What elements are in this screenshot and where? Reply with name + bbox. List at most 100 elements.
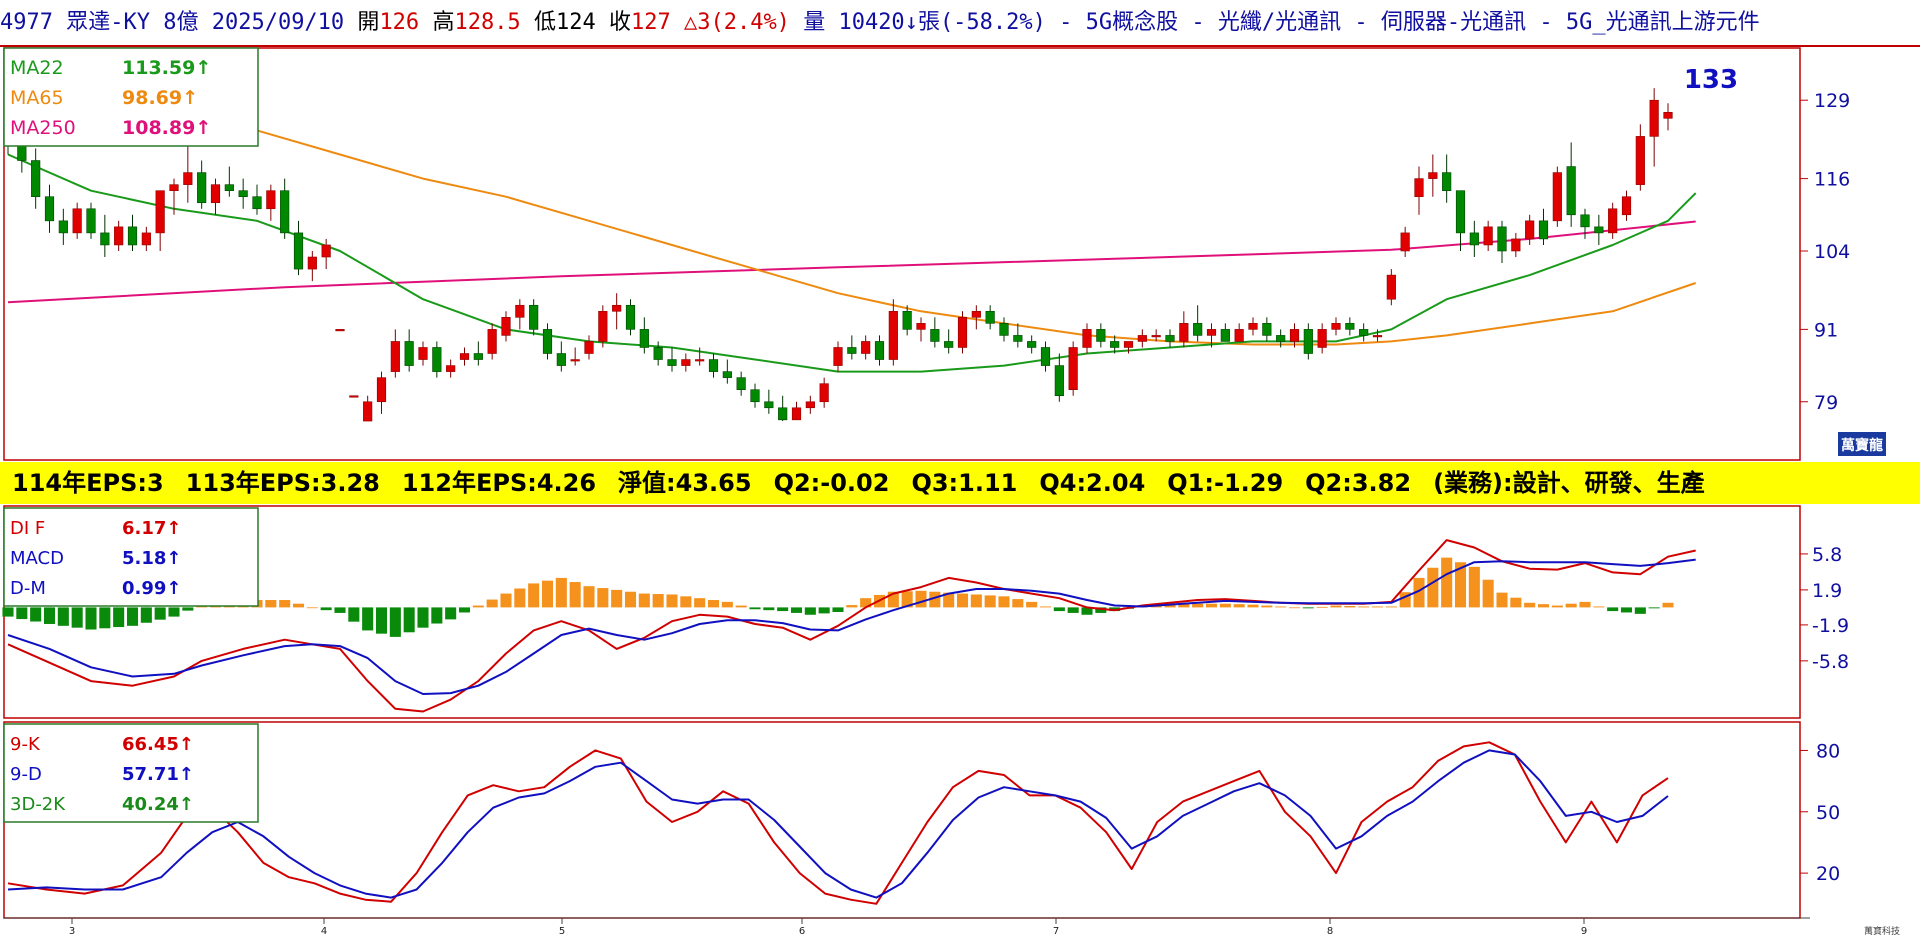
- candle-body: [1206, 329, 1217, 336]
- osc-bar: [265, 600, 277, 608]
- osc-bar: [666, 594, 678, 608]
- candle: [1497, 220, 1507, 264]
- sector-tags: - 5G概念股 - 光纖/光通訊 - 伺服器-光通訊 - 5G_光通訊上游元件: [1059, 10, 1760, 35]
- candle: [1663, 103, 1673, 131]
- close-value: 127: [630, 10, 671, 35]
- osc-bar: [154, 607, 166, 620]
- candle-body: [985, 310, 995, 324]
- osc-bar: [735, 605, 747, 608]
- candle-body: [805, 401, 815, 409]
- volume-change: 張(-58.2%): [917, 10, 1046, 35]
- candle: [72, 202, 82, 239]
- osc-bar: [306, 607, 318, 609]
- panel-frame: [3, 47, 1801, 461]
- osc-bar: [1454, 562, 1467, 608]
- osc-bar: [956, 593, 969, 608]
- osc-bar: [1233, 604, 1245, 608]
- eps-item: Q1:-1.29: [1167, 469, 1284, 497]
- osc-bar: [458, 607, 471, 613]
- osc-bar: [1344, 606, 1356, 608]
- candle-body: [1289, 329, 1300, 342]
- candle-body: [321, 244, 331, 258]
- ma65-line: [7, 93, 1697, 346]
- osc-bar: [1178, 604, 1190, 608]
- candle-body: [695, 359, 705, 362]
- osc-bar: [1247, 604, 1259, 608]
- osc-bar: [334, 607, 346, 613]
- candle: [197, 160, 207, 209]
- candle: [529, 299, 539, 336]
- candle-body: [1552, 172, 1562, 222]
- osc-bar: [279, 600, 291, 608]
- candle-body: [376, 377, 387, 403]
- candle-body: [307, 256, 317, 270]
- candle: [1372, 329, 1383, 342]
- osc-bar: [804, 607, 816, 615]
- eps-item: (業務):設計、研發、生產: [1433, 469, 1705, 497]
- osc-bar: [99, 607, 111, 629]
- candle: [1566, 142, 1576, 227]
- candle-body: [473, 353, 483, 360]
- candle-body: [542, 329, 553, 354]
- osc-bar: [1095, 607, 1107, 613]
- candle: [1442, 154, 1452, 203]
- candle-body: [155, 190, 165, 234]
- osc-bar: [597, 588, 609, 608]
- price-tick-label: 116: [1814, 169, 1850, 191]
- candle-body: [141, 232, 151, 246]
- osc-bar: [500, 593, 512, 608]
- candle: [1525, 214, 1535, 245]
- macd-tick-label: 5.8: [1812, 544, 1842, 566]
- candle: [141, 226, 151, 251]
- osc-bar: [832, 607, 844, 612]
- candle: [722, 359, 732, 384]
- candle: [1068, 341, 1078, 396]
- legend-value: 108.89↑: [122, 117, 211, 139]
- eps-item: Q2:3.82: [1305, 469, 1412, 497]
- candle-body: [1276, 335, 1286, 342]
- osc-bar: [652, 594, 664, 608]
- candle: [169, 178, 179, 215]
- osc-bar: [1288, 607, 1301, 609]
- osc-bar: [514, 588, 526, 608]
- open-label: 開: [357, 10, 380, 35]
- candle-body: [1262, 323, 1272, 336]
- x-axis: 3 4 5 6 7 8 9 萬寶科技: [4, 917, 1900, 937]
- macd-legend: DI F 6.17↑ MACD 5.18↑ D-M 0.99↑: [3, 507, 259, 607]
- osc-bar: [320, 607, 332, 611]
- legend-label: 3D-2K: [10, 794, 66, 815]
- candle: [1359, 323, 1369, 342]
- candle-body: [293, 232, 304, 270]
- osc-bar: [57, 607, 69, 626]
- candle-body: [72, 208, 82, 234]
- osc-bar: [1399, 592, 1411, 608]
- candle-body: [446, 365, 456, 372]
- candle-body: [598, 310, 608, 342]
- price-tick-label: 129: [1814, 90, 1850, 112]
- eps-item: Q4:2.04: [1039, 469, 1146, 497]
- osc-bar: [680, 596, 692, 608]
- candle: [736, 371, 746, 396]
- candle: [598, 305, 608, 348]
- price-legend-frame: [3, 47, 259, 147]
- panel-frame: [3, 721, 1801, 919]
- candle-body: [1594, 226, 1604, 234]
- osc-bar: [569, 582, 581, 608]
- osc-bar: [1067, 607, 1079, 613]
- legend-value: 5.18↑: [122, 548, 182, 569]
- candle-body: [1082, 329, 1092, 348]
- candle-body: [1220, 329, 1230, 342]
- osc-bar: [528, 583, 540, 608]
- candle-body: [1345, 323, 1355, 330]
- eps-info-bar: 114年EPS:3 113年EPS:3.28 112年EPS:4.26 淨值:43.6…: [0, 462, 1920, 504]
- candle: [1414, 166, 1424, 215]
- candle: [1331, 317, 1341, 336]
- candle-body: [1649, 99, 1659, 137]
- candle-body: [902, 310, 912, 330]
- candle: [418, 341, 428, 366]
- watermark-badge: [1838, 432, 1886, 456]
- candle: [1165, 329, 1175, 348]
- candle: [1345, 317, 1355, 336]
- osc-bar: [126, 607, 139, 626]
